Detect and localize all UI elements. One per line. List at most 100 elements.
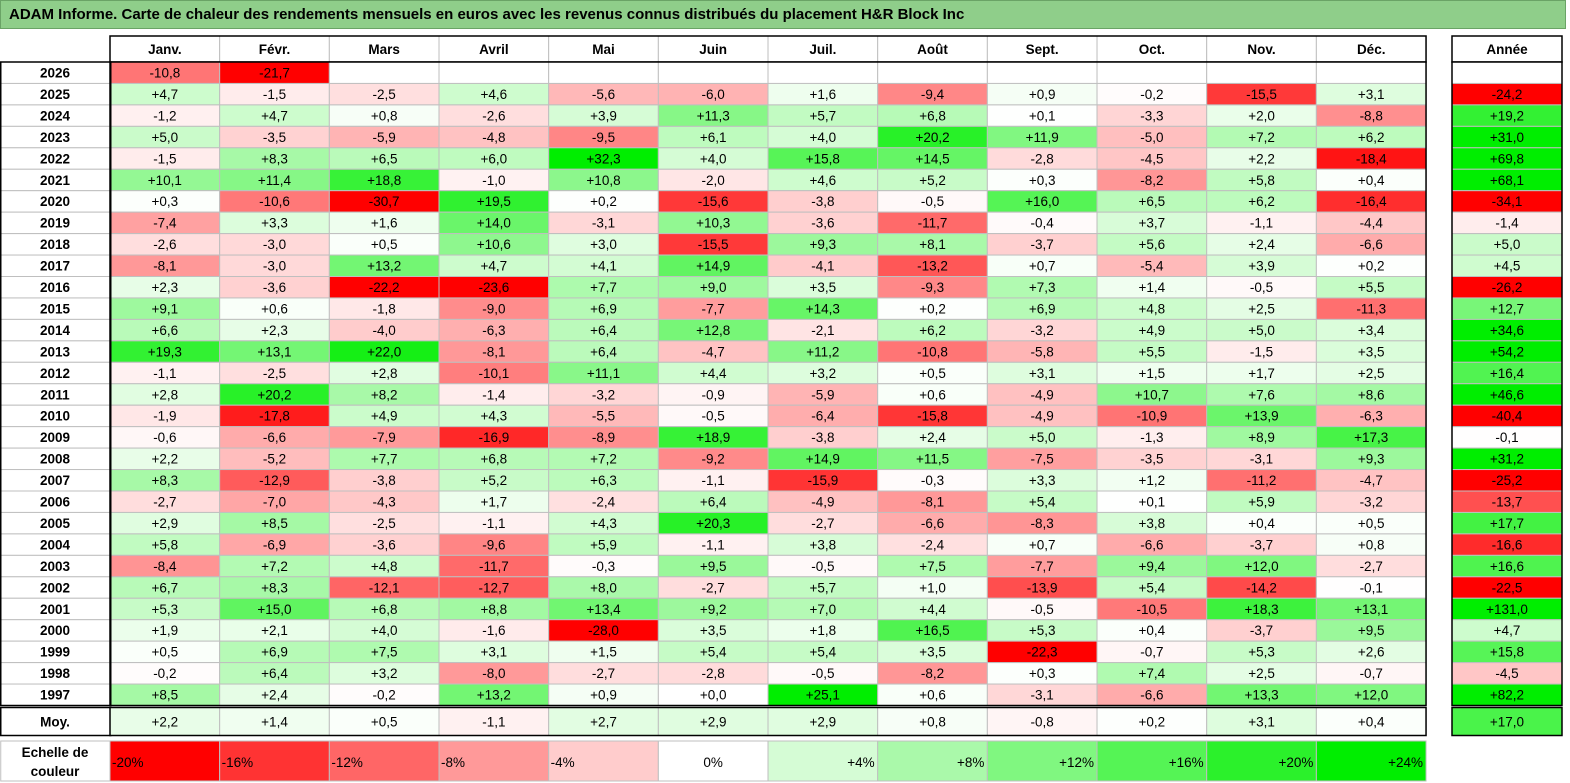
cell-value: -0,3	[592, 559, 615, 574]
year-value: +46,6	[1490, 387, 1524, 402]
cell-value: +6,3	[590, 473, 617, 488]
cell-value: -1,5	[153, 151, 176, 166]
cell-value: +11,5	[916, 452, 949, 467]
cell-value: +2,3	[261, 323, 288, 338]
cell-value: +1,4	[1139, 280, 1166, 295]
cell-value: +4,3	[590, 516, 617, 531]
cell-value: +7,6	[1248, 387, 1275, 402]
chart-title: ADAM Informe. Carte de chaleur des rende…	[9, 6, 965, 23]
cell-value: +20,2	[915, 130, 949, 145]
cell-value: -6,6	[921, 516, 944, 531]
cell-value: +7,3	[1029, 280, 1056, 295]
cell-value: +6,4	[590, 344, 617, 359]
year-value: +131,0	[1486, 602, 1528, 617]
cell-value: +3,8	[810, 537, 837, 552]
cell-value: +11,4	[258, 173, 292, 188]
average-value: +2,7	[590, 715, 617, 730]
year-value: +16,4	[1490, 366, 1525, 381]
cell-value: +3,5	[810, 280, 837, 295]
cell-value: -17,8	[259, 409, 290, 424]
cell-value: +6,6	[152, 323, 179, 338]
cell-value: +2,5	[1248, 666, 1275, 681]
scale-stop-label: 0%	[703, 755, 723, 770]
cell-value: -10,8	[149, 66, 180, 81]
cell-value: +12,0	[1354, 688, 1388, 703]
row-label: 2008	[40, 452, 71, 467]
cell-value: +2,4	[1248, 237, 1275, 252]
cell-value: -2,5	[373, 87, 396, 102]
cell-value: -5,9	[373, 130, 396, 145]
cell-value: +3,2	[371, 666, 398, 681]
year-value: -13,7	[1492, 495, 1523, 510]
cell-value: -3,8	[373, 473, 396, 488]
average-value: +1,4	[261, 715, 288, 730]
cell-value: -5,0	[1140, 130, 1163, 145]
cell-value: +32,3	[586, 151, 620, 166]
cell-value: +1,8	[810, 623, 837, 638]
cell-value: -4,1	[811, 259, 834, 274]
heatmap-cell	[1206, 61, 1317, 84]
cell-value: -0,5	[921, 194, 944, 209]
cell-value: +4,7	[261, 108, 288, 123]
cell-value: +5,3	[1248, 645, 1275, 660]
cell-value: +0,2	[590, 194, 617, 209]
cell-value: +5,0	[1248, 323, 1275, 338]
cell-value: -2,7	[1360, 559, 1383, 574]
cell-value: -9,5	[592, 130, 615, 145]
cell-value: +18,9	[696, 430, 730, 445]
cell-value: +13,1	[257, 344, 291, 359]
row-label: 2024	[40, 108, 71, 123]
cell-value: -3,1	[1031, 688, 1054, 703]
cell-value: -23,6	[478, 280, 509, 295]
cell-value: +14,9	[806, 452, 840, 467]
year-value: +34,6	[1490, 323, 1524, 338]
month-header: Juin	[699, 42, 727, 57]
cell-value: -0,5	[1250, 280, 1273, 295]
cell-value: +1,6	[371, 216, 398, 231]
cell-value: +13,3	[1244, 688, 1278, 703]
row-label: 2006	[40, 495, 71, 510]
cell-value: -4,3	[373, 495, 396, 510]
year-value: -16,6	[1492, 537, 1523, 552]
average-cell	[1206, 707, 1317, 736]
cell-value: +3,3	[261, 216, 288, 231]
cell-value: +6,7	[152, 580, 179, 595]
month-header-cell	[1096, 35, 1208, 63]
cell-value: +17,3	[1354, 430, 1388, 445]
cell-value: +4,1	[590, 259, 617, 274]
cell-value: +0,7	[1029, 537, 1056, 552]
cell-value: +7,0	[810, 602, 837, 617]
cell-value: -6,6	[1360, 237, 1383, 252]
cell-value: -8,1	[153, 259, 176, 274]
cell-value: +6,9	[261, 645, 288, 660]
heatmap-cell	[657, 61, 769, 84]
year-value: -24,2	[1492, 87, 1523, 102]
year-value: +15,8	[1490, 645, 1524, 660]
heatmap-cell	[328, 61, 440, 84]
cell-value: -1,1	[482, 516, 505, 531]
cell-value: +0,9	[590, 688, 617, 703]
year-value: +54,2	[1490, 344, 1524, 359]
cell-value: +3,9	[1248, 259, 1275, 274]
scale-stop-label: +24%	[1388, 755, 1423, 770]
row-label: 2026	[40, 66, 71, 81]
cell-value: -1,1	[1250, 216, 1273, 231]
average-value: +0,5	[371, 715, 398, 730]
heatmap-cell	[986, 61, 1098, 84]
cell-value: -8,4	[153, 559, 177, 574]
cell-value: -1,6	[482, 623, 505, 638]
cell-value: +12,8	[696, 323, 730, 338]
average-value: +3,1	[1248, 715, 1275, 730]
cell-value: +1,2	[1139, 473, 1166, 488]
year-value: -4,5	[1495, 666, 1518, 681]
cell-value: +0,9	[1029, 87, 1056, 102]
cell-value: +0,3	[1029, 666, 1056, 681]
average-value: -1,1	[482, 715, 505, 730]
scale-stop-label: +12%	[1059, 755, 1094, 770]
cell-value: -5,2	[263, 452, 286, 467]
cell-value: -7,9	[373, 430, 396, 445]
cell-value: -7,4	[153, 216, 177, 231]
cell-value: +0,6	[919, 387, 946, 402]
cell-value: +2,5	[1248, 301, 1275, 316]
cell-value: -4,7	[702, 344, 725, 359]
